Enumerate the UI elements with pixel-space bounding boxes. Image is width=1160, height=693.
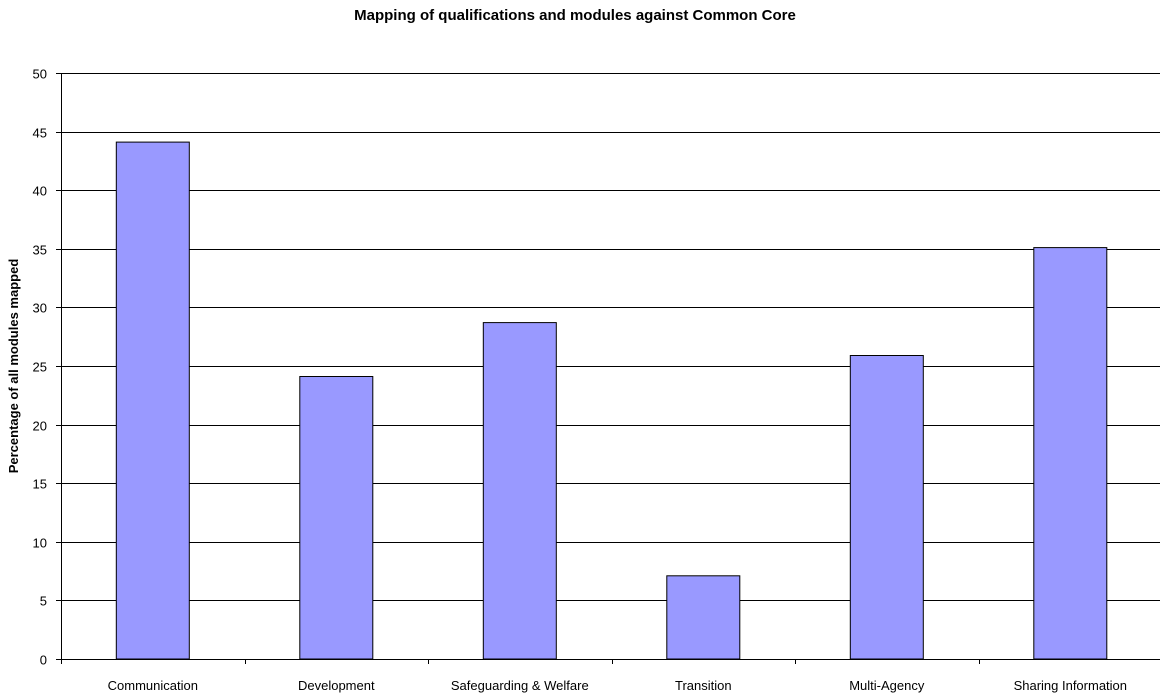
x-tick-label: Communication xyxy=(108,678,198,693)
x-tick-label: Development xyxy=(298,678,375,693)
bar xyxy=(482,322,557,660)
y-tick-label: 0 xyxy=(40,653,47,668)
bar xyxy=(666,575,741,660)
axes xyxy=(56,73,1160,664)
chart-title: Mapping of qualifications and modules ag… xyxy=(354,7,796,24)
bar xyxy=(115,141,190,660)
y-tick-label: 30 xyxy=(33,301,47,316)
bar xyxy=(1033,247,1108,660)
y-tick-label: 25 xyxy=(33,360,47,375)
bar xyxy=(849,355,924,660)
y-tick-label: 20 xyxy=(33,419,47,434)
x-tick-label: Transition xyxy=(675,678,732,693)
y-tick-label: 5 xyxy=(40,594,47,609)
bars xyxy=(115,141,1108,660)
y-tick-label: 35 xyxy=(33,243,47,258)
x-tick-labels: Communication Development Safeguarding & W… xyxy=(108,678,1127,693)
y-tick-label: 50 xyxy=(33,67,47,82)
x-tick-label: Safeguarding & Welfare xyxy=(451,678,589,693)
y-tick-label: 15 xyxy=(33,477,47,492)
x-tick-label: Multi-Agency xyxy=(849,678,925,693)
bar xyxy=(299,376,374,660)
y-tick-labels: 0 5 10 15 20 25 30 35 40 45 50 xyxy=(33,67,47,668)
y-axis-label: Percentage of all modules mapped xyxy=(6,259,21,474)
y-tick-label: 40 xyxy=(33,184,47,199)
y-tick-label: 45 xyxy=(33,126,47,141)
gridlines xyxy=(61,73,1160,601)
y-tick-label: 10 xyxy=(33,536,47,551)
x-tick-label: Sharing Information xyxy=(1014,678,1127,693)
